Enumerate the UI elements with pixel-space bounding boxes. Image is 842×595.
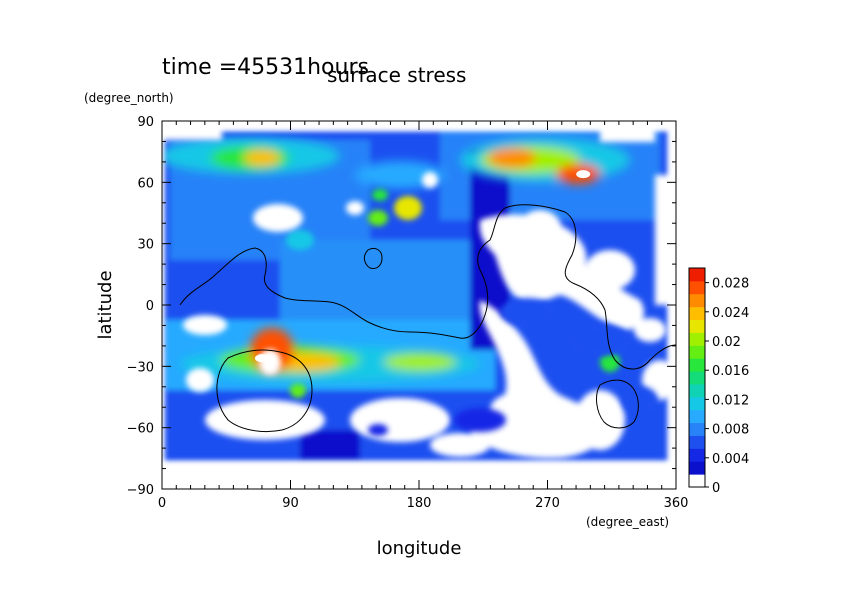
- y-unit-label: (degree_north): [84, 91, 174, 105]
- zero-6: [575, 390, 625, 450]
- zero-5: [585, 250, 635, 290]
- x-unit-label: (degree_east): [586, 515, 669, 529]
- x-axis-label: longitude: [377, 538, 462, 559]
- zero-2: [346, 201, 364, 215]
- blob-4: [286, 230, 314, 250]
- south-jet: [180, 328, 480, 382]
- hotspot-saturated: [576, 170, 591, 179]
- colorbar-label: 0.016: [712, 364, 749, 379]
- coastline-1: [179, 204, 606, 339]
- zero-right-2: [655, 175, 676, 305]
- colorbar-swatch: [689, 371, 705, 385]
- colorbar-swatch: [689, 268, 705, 282]
- blob-1: [394, 196, 422, 220]
- zero-7: [183, 315, 227, 335]
- colorbar-swatch: [689, 409, 705, 424]
- zero-america-1: [479, 214, 645, 330]
- colorbar-swatch: [689, 383, 705, 398]
- colorbar-swatch: [689, 435, 705, 449]
- zero-top-left: [162, 130, 222, 140]
- colorbar-label: 0.028: [712, 277, 749, 292]
- blue-patches: [368, 298, 658, 436]
- axes: 0 90 180 270 360 −90 −60 −30 0 30 60 90: [127, 115, 689, 511]
- north-jet-west-core: [244, 150, 280, 166]
- colorbar-label: 0.008: [712, 423, 749, 438]
- colorbar-swatch: [689, 422, 705, 436]
- coastline-4: [596, 379, 639, 429]
- y-tick-label: 30: [137, 238, 154, 253]
- patch-1: [500, 298, 556, 326]
- colorbar-label: 0.012: [712, 393, 749, 408]
- zero-10: [350, 398, 450, 442]
- zero-3: [422, 172, 438, 188]
- south-jet-east: [384, 353, 456, 371]
- colorbar-swatch: [689, 358, 705, 372]
- colorbar-label: 0.024: [712, 306, 749, 321]
- north-jet: [162, 138, 630, 189]
- time-label: time =45531hours: [162, 55, 369, 80]
- chart-title: surface stress: [327, 63, 466, 87]
- coastlines: [179, 204, 676, 433]
- y-axis-label: latitude: [95, 270, 116, 339]
- blob-3: [372, 189, 388, 201]
- coastline-3: [216, 349, 313, 433]
- patch-2: [570, 324, 630, 356]
- blob-6: [290, 382, 306, 398]
- y-tick-label: 90: [137, 115, 154, 130]
- zero-top-right: [600, 130, 655, 142]
- x-tick-label: 360: [664, 496, 689, 511]
- x-tick-label: 90: [282, 496, 299, 511]
- y-tick-label: −60: [127, 422, 154, 437]
- heatmap-field: [162, 121, 676, 489]
- mid-blobs: [286, 189, 620, 398]
- north-jet-east-core: [488, 148, 536, 168]
- y-tick-label: 60: [137, 176, 154, 191]
- colorbar-swatch: [689, 345, 705, 359]
- colorbar-swatch: [689, 332, 705, 346]
- x-tick-label: 270: [535, 496, 560, 511]
- zero-4: [518, 210, 562, 250]
- x-tick-label: 0: [158, 496, 166, 511]
- colorbar-swatch: [689, 306, 705, 321]
- zero-11: [430, 433, 490, 457]
- colorbar-swatch: [689, 474, 705, 488]
- zero-9: [205, 400, 325, 440]
- zero-1: [253, 204, 303, 232]
- blob-5: [600, 352, 620, 372]
- patch-5: [368, 424, 388, 436]
- colorbar-swatch: [689, 293, 705, 308]
- zero-14: [634, 318, 666, 342]
- y-tick-label: 0: [146, 299, 154, 314]
- field-dark-2: [300, 430, 360, 460]
- hotspot-saturated: [254, 354, 269, 363]
- colorbar-swatch: [689, 396, 705, 411]
- colorbar-label: 0.02: [712, 335, 741, 350]
- coastline-5: [363, 247, 383, 269]
- zero-8: [186, 368, 214, 392]
- colorbar-swatch: [689, 448, 705, 462]
- coastline-2: [604, 309, 676, 370]
- zero-top: [162, 121, 676, 130]
- colorbar-label: 0.004: [712, 452, 749, 467]
- blob-2: [368, 210, 388, 226]
- x-tick-label: 180: [407, 496, 432, 511]
- patch-3: [454, 408, 506, 432]
- y-tick-label: −30: [127, 360, 154, 375]
- colorbar-swatch: [689, 280, 705, 295]
- colorbar-swatch: [689, 461, 705, 475]
- y-tick-label: −90: [127, 483, 154, 498]
- field-light-3: [280, 240, 470, 320]
- patch-4: [622, 386, 658, 414]
- colorbar-label: 0: [712, 481, 720, 496]
- colorbar-frame: [688, 267, 706, 488]
- colorbar-swatch: [689, 319, 705, 333]
- colorbar: 0 0.004 0.008 0.012 0.016 0.02 0.024 0.028: [688, 267, 749, 496]
